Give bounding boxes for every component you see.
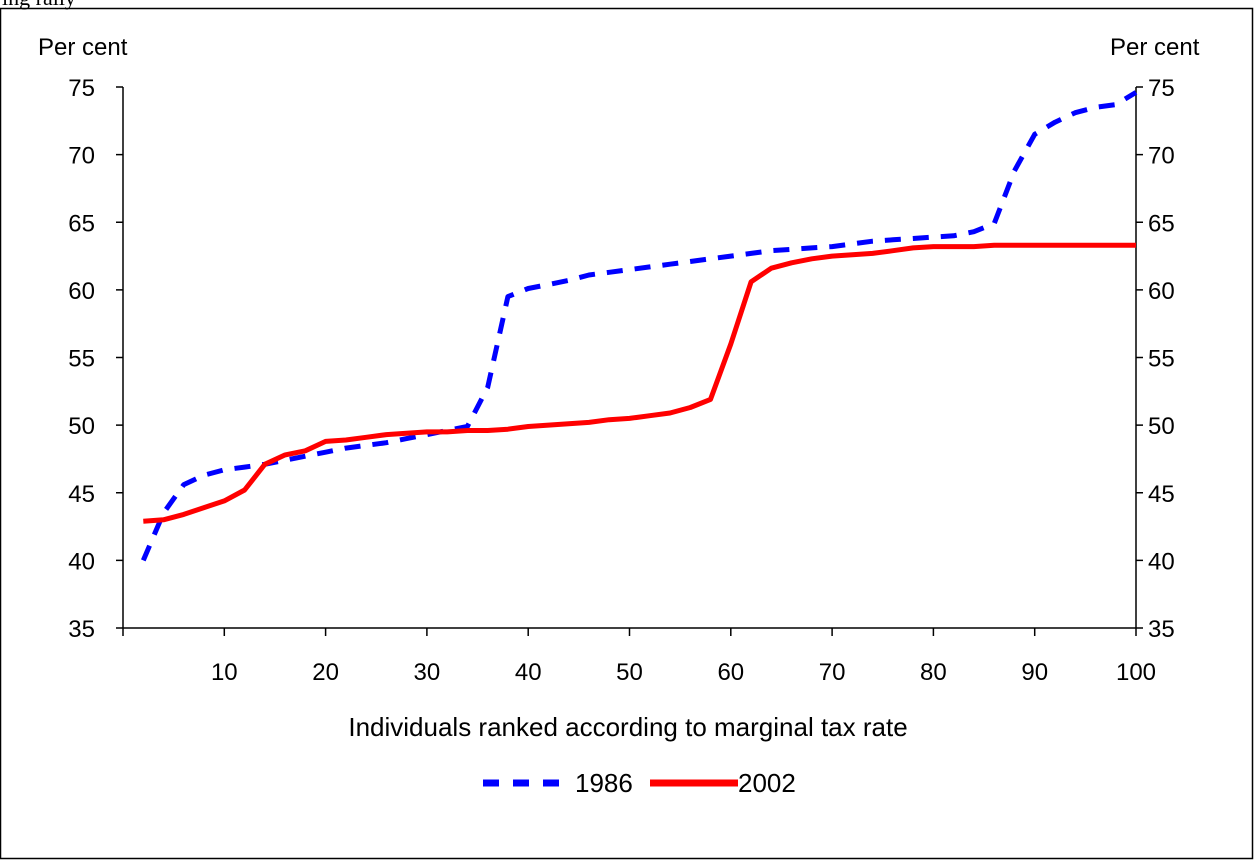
axes: 35 35 40 40 45 45 50 50 55 55 60 60 65 65 70 70 75 75 10 20…: [68, 75, 1174, 686]
right-axis-unit-label: Per cent: [1110, 34, 1200, 61]
x-tick-label: 60: [717, 659, 744, 686]
y-tick-label-right: 75: [1148, 75, 1175, 102]
y-tick-label-right: 45: [1148, 481, 1175, 508]
x-axis-label: Individuals ranked according to marginal…: [348, 712, 907, 742]
y-tick-label-left: 65: [68, 210, 95, 237]
x-tick-label: 50: [616, 659, 643, 686]
left-axis-unit-label: Per cent: [38, 34, 128, 61]
x-tick-label: 20: [312, 659, 339, 686]
x-tick-label: 10: [211, 659, 238, 686]
legend: 1986 2002: [483, 768, 796, 798]
y-tick-label-left: 55: [68, 346, 95, 373]
y-tick-label-left: 70: [68, 143, 95, 170]
x-tick-label: 80: [920, 659, 947, 686]
series-line-2002: [143, 242, 1136, 524]
y-tick-label-right: 50: [1148, 413, 1175, 440]
x-tick-label: 30: [414, 659, 441, 686]
x-tick-label: 100: [1116, 659, 1156, 686]
y-tick-label-right: 60: [1148, 278, 1175, 305]
y-tick-label-left: 40: [68, 548, 95, 575]
chart-frame: [0, 7, 1254, 860]
y-tick-label-left: 45: [68, 481, 95, 508]
y-tick-label-left: 75: [68, 75, 95, 102]
y-tick-label-left: 35: [68, 616, 95, 643]
legend-label-1986: 1986: [575, 768, 633, 798]
series-layer: [141, 90, 1138, 562]
legend-label-2002: 2002: [738, 768, 796, 798]
top-text-fragment: ing rally: [2, 0, 76, 10]
y-tick-label-right: 35: [1148, 616, 1175, 643]
y-tick-label-left: 60: [68, 278, 95, 305]
x-tick-label: 40: [515, 659, 542, 686]
y-tick-label-right: 55: [1148, 346, 1175, 373]
y-tick-label-right: 65: [1148, 210, 1175, 237]
y-tick-label-left: 50: [68, 413, 95, 440]
y-tick-label-right: 70: [1148, 143, 1175, 170]
series-line-1986: [141, 90, 1138, 562]
x-tick-label: 90: [1021, 659, 1048, 686]
y-tick-label-right: 40: [1148, 548, 1175, 575]
x-tick-label: 70: [819, 659, 846, 686]
